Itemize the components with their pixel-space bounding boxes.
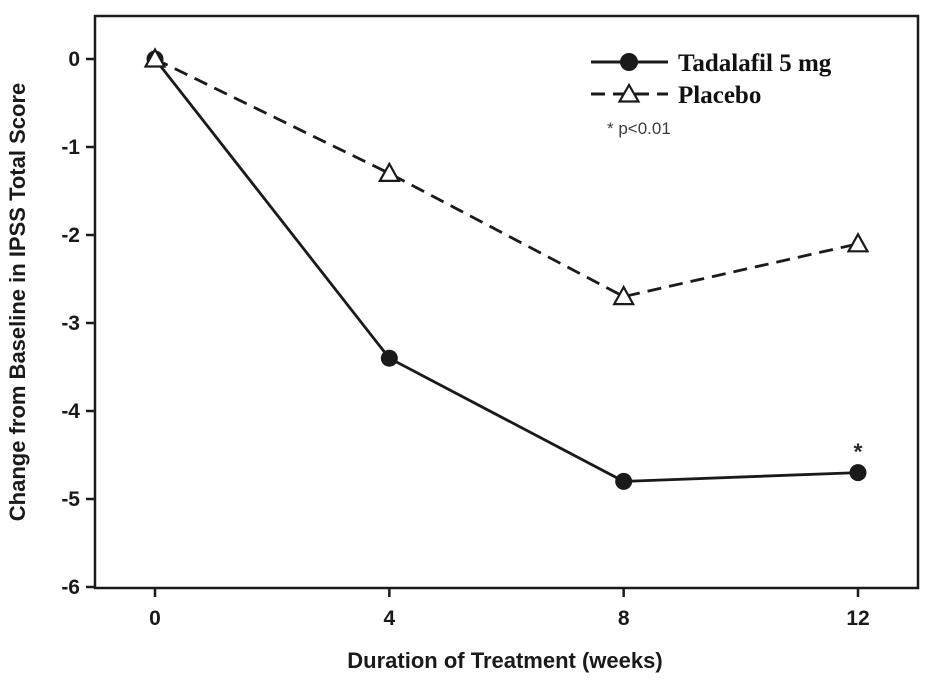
marker-placebo [612, 284, 636, 306]
y-tick-label: -4 [61, 400, 80, 423]
marker-tadalafil-5-mg [380, 349, 398, 367]
y-axis-title: Change from Baseline in IPSS Total Score [5, 83, 30, 521]
marker-placebo [143, 47, 167, 68]
x-axis-title: Duration of Treatment (weeks) [347, 648, 662, 673]
x-tick-label: 12 [846, 607, 869, 630]
y-tick-label: -2 [61, 224, 80, 247]
y-tick-label: 0 [68, 48, 80, 71]
legend-open-triangle-icon [617, 82, 641, 103]
legend: Tadalafil 5 mg Placebo * p<0.01 [591, 50, 832, 138]
plot-frame [93, 14, 920, 590]
x-tick-label: 8 [618, 607, 630, 630]
x-tick-label: 4 [383, 607, 395, 630]
y-tick-label: -1 [61, 136, 80, 159]
legend-filled-circle-icon [620, 53, 638, 71]
series-line-placebo [154, 57, 859, 299]
plot-area: 0 -1 -2 -3 -4 -5 -6 0 4 8 12 * [61, 14, 920, 630]
marker-tadalafil-5-mg [849, 464, 867, 482]
y-tick-label: -6 [61, 576, 80, 599]
significance-asterisk: * [854, 439, 863, 465]
marker-placebo [377, 161, 401, 182]
x-tick-label: 0 [149, 607, 161, 630]
legend-label-tadalafil: Tadalafil 5 mg [678, 50, 832, 77]
y-tick-label: -5 [61, 488, 80, 511]
legend-label-placebo: Placebo [678, 82, 761, 109]
marker-tadalafil-5-mg [615, 472, 633, 490]
series-line-tadalafil-5-mg [153, 58, 859, 483]
legend-significance-note: * p<0.01 [607, 119, 671, 138]
y-tick-label: -3 [61, 312, 80, 335]
marker-placebo [846, 232, 870, 253]
